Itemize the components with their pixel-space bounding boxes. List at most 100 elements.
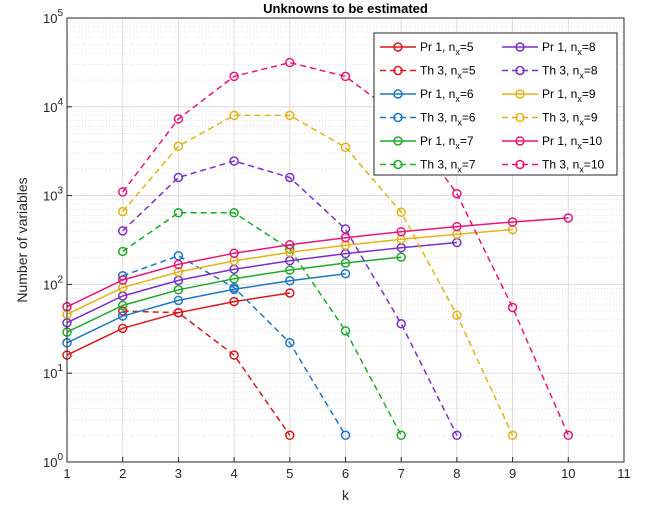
data-point — [173, 285, 184, 295]
data-point — [173, 307, 184, 318]
x-tick-label: 4 — [230, 466, 237, 481]
x-tick-label: 5 — [286, 466, 293, 481]
legend-marker — [393, 112, 403, 123]
y-tick-label: 102 — [43, 274, 63, 292]
series-line — [122, 254, 347, 436]
legend-marker — [515, 112, 525, 123]
legend-marker — [515, 89, 525, 99]
data-point — [173, 259, 184, 270]
legend-entry: Th 3, nx=7 — [380, 158, 476, 175]
x-tick-label: 6 — [342, 466, 349, 481]
legend-entry: Th 3, nx=5 — [380, 64, 476, 81]
data-point — [285, 239, 295, 250]
data-point — [452, 221, 462, 232]
data-point — [117, 226, 128, 236]
data-point — [117, 275, 128, 285]
series-line — [66, 241, 457, 324]
legend-entry: Th 3, nx=9 — [502, 111, 598, 128]
legend-entry: Pr 1, nx=10 — [502, 134, 603, 151]
legend-marker — [393, 42, 403, 52]
legend-marker — [393, 89, 403, 99]
series-line — [122, 114, 514, 436]
data-point — [229, 282, 239, 293]
legend-label: Pr 1, nx=10 — [542, 134, 603, 151]
data-point — [229, 248, 239, 259]
legend-marker — [515, 136, 525, 146]
series-line — [122, 212, 402, 436]
y-tick-base: 10 — [43, 277, 57, 292]
data-point — [173, 172, 184, 183]
legend-entry: Pr 1, nx=6 — [380, 87, 474, 104]
y-axis-label: Number of variables — [14, 177, 30, 302]
data-point — [340, 232, 351, 243]
y-tick-base: 10 — [43, 455, 57, 470]
series-line — [122, 310, 291, 436]
legend-entry: Pr 1, nx=5 — [380, 40, 474, 57]
data-point — [340, 326, 351, 336]
series-line — [66, 217, 569, 308]
y-tick-exponent: 4 — [57, 97, 63, 108]
legend-entry: Pr 1, nx=9 — [502, 87, 596, 104]
legend-marker — [393, 136, 403, 146]
legend-entry: Th 3, nx=6 — [380, 111, 476, 128]
x-tick-label: 7 — [398, 466, 405, 481]
legend-marker — [393, 159, 403, 170]
series-pr1-nx7 — [62, 252, 406, 337]
data-point — [452, 188, 462, 199]
data-point — [173, 208, 184, 218]
legend-marker — [515, 42, 525, 52]
data-point — [285, 338, 295, 348]
legend-label: Th 3, nx=7 — [420, 158, 476, 175]
series-line — [122, 160, 458, 436]
data-point — [285, 110, 295, 121]
data-point — [117, 323, 128, 334]
chart-title: Unknowns to be estimated — [263, 1, 428, 16]
y-tick-label: 100 — [43, 452, 63, 470]
series-line — [66, 272, 346, 344]
data-point — [452, 430, 462, 441]
series-th3-nx5 — [117, 306, 295, 441]
legend-entry: Pr 1, nx=8 — [502, 40, 596, 57]
data-point — [173, 295, 184, 306]
series-th3-nx7 — [117, 208, 406, 441]
x-tick-label: 8 — [453, 466, 460, 481]
data-point — [285, 275, 295, 286]
data-point — [117, 306, 128, 316]
data-point — [285, 288, 295, 298]
y-tick-base: 10 — [43, 189, 57, 204]
x-tick-label: 11 — [617, 466, 631, 481]
series-line — [66, 256, 402, 333]
y-tick-label: 101 — [43, 363, 63, 381]
data-point — [229, 156, 239, 166]
data-point — [452, 310, 462, 320]
series-pr1-nx6 — [62, 268, 351, 348]
legend-label: Pr 1, nx=9 — [542, 87, 596, 104]
data-point — [396, 207, 406, 217]
data-point — [340, 258, 351, 268]
legend-entry: Pr 1, nx=7 — [380, 134, 474, 151]
legend-marker — [393, 65, 403, 76]
legend-entry: Th 3, nx=10 — [502, 158, 605, 175]
data-point — [117, 246, 128, 257]
data-point — [117, 311, 128, 321]
legend-entry: Th 3, nx=8 — [502, 64, 598, 81]
data-point — [229, 296, 239, 307]
data-point — [507, 302, 518, 313]
data-point — [340, 430, 351, 441]
legend-label: Pr 1, nx=7 — [420, 134, 474, 151]
legend-label: Th 3, nx=10 — [542, 158, 605, 175]
data-point — [117, 206, 128, 217]
data-point — [285, 172, 295, 183]
data-point — [507, 217, 518, 227]
legend-label: Th 3, nx=9 — [542, 111, 598, 128]
data-point — [285, 57, 295, 68]
y-tick-label: 105 — [43, 8, 63, 26]
data-point — [563, 213, 574, 223]
data-point — [563, 430, 574, 441]
data-point — [117, 300, 128, 311]
data-point — [396, 252, 406, 262]
data-point — [229, 273, 239, 284]
x-tick-label: 1 — [63, 466, 70, 481]
data-point — [229, 208, 239, 218]
